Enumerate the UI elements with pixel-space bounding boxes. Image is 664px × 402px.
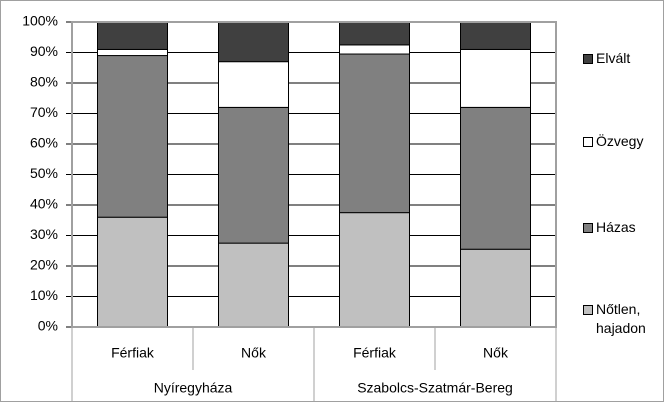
x-tick-label: Férfiak bbox=[353, 345, 397, 361]
y-tick-label: 10% bbox=[30, 287, 58, 303]
bar-segment bbox=[460, 21, 531, 50]
y-tick-label: 100% bbox=[22, 13, 58, 29]
group-label: Szabolcs-Szatmár-Bereg bbox=[357, 380, 513, 396]
legend-swatch bbox=[583, 305, 593, 315]
legend-label: Özvegy bbox=[596, 133, 644, 149]
y-tick-label: 30% bbox=[30, 226, 58, 242]
bar-segment bbox=[460, 248, 531, 328]
x-tick-label: Nők bbox=[483, 345, 509, 361]
legend-label: Elvált bbox=[596, 50, 631, 66]
bar-segment bbox=[339, 44, 410, 55]
bar-segment bbox=[218, 61, 289, 108]
y-tick-label: 60% bbox=[30, 135, 58, 151]
bar-segment bbox=[339, 53, 410, 214]
y-tick-label: 40% bbox=[30, 196, 58, 212]
bar-segment bbox=[218, 21, 289, 63]
legend-entry: Elvált bbox=[583, 49, 663, 68]
x-tick-label: Nők bbox=[241, 345, 267, 361]
bar-segment bbox=[97, 216, 168, 328]
bar-segment bbox=[218, 242, 289, 328]
bar-segment bbox=[97, 55, 168, 218]
legend-label: Házas bbox=[596, 219, 636, 235]
x-tick-label: Férfiak bbox=[111, 345, 155, 361]
y-tick-label: 20% bbox=[30, 257, 58, 273]
legend-entry: Nőtlen, hajadon bbox=[583, 300, 663, 338]
legend-label: Nőtlen, hajadon bbox=[596, 301, 646, 336]
group-label: Nyíregyháza bbox=[154, 380, 233, 396]
y-tick-label: 0% bbox=[38, 318, 58, 334]
bar-segment bbox=[460, 48, 531, 108]
y-tick-label: 70% bbox=[30, 104, 58, 120]
bar-segment bbox=[339, 21, 410, 46]
legend-swatch bbox=[583, 54, 593, 64]
bar-segment bbox=[460, 106, 531, 250]
bar-segment bbox=[218, 106, 289, 244]
y-tick-label: 50% bbox=[30, 165, 58, 181]
bar-segment bbox=[97, 21, 168, 50]
legend-entry: Özvegy bbox=[583, 132, 663, 151]
bar-segment bbox=[339, 212, 410, 328]
legend-swatch bbox=[583, 137, 593, 147]
bar-segment bbox=[97, 48, 168, 57]
y-tick-label: 90% bbox=[30, 43, 58, 59]
legend-entry: Házas bbox=[583, 218, 663, 237]
y-tick-label: 80% bbox=[30, 74, 58, 90]
legend-swatch bbox=[583, 223, 593, 233]
